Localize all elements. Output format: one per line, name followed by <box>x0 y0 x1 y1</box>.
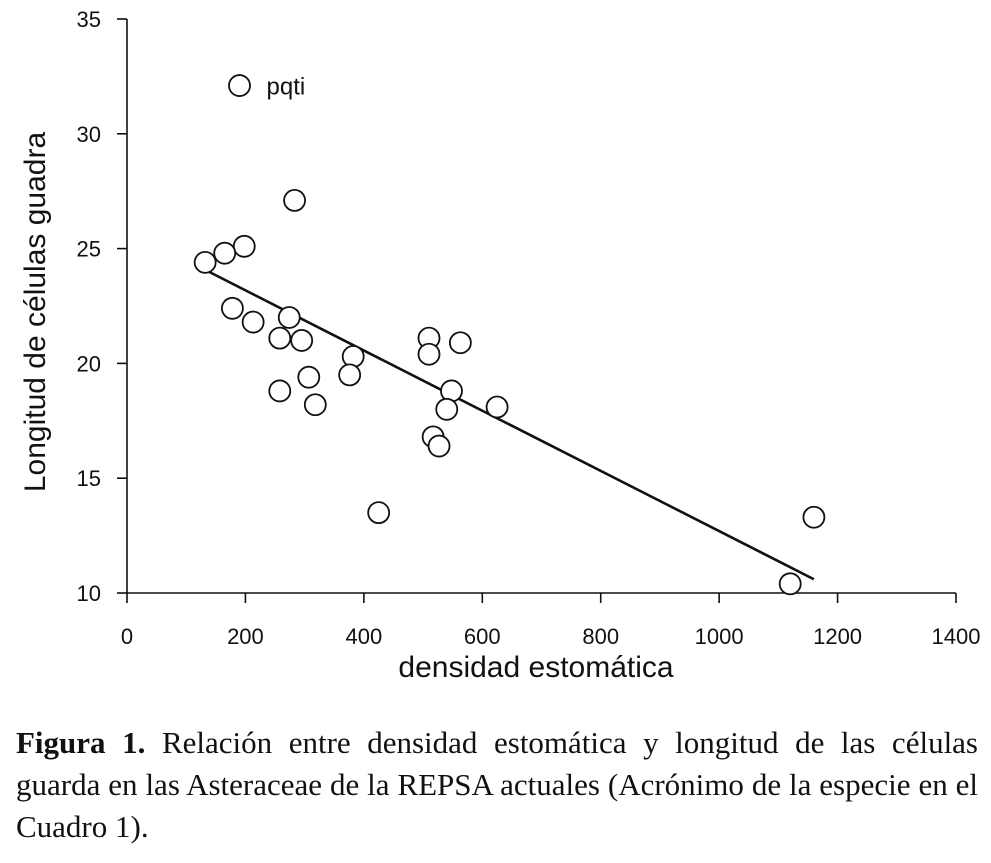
x-tick-label: 800 <box>582 624 619 649</box>
trendline-group <box>203 268 815 581</box>
x-tick-label: 200 <box>227 624 264 649</box>
y-axis-title: Longitud de células guadra <box>19 132 52 493</box>
y-tick-label: 15 <box>77 466 101 491</box>
data-point <box>485 395 509 419</box>
y-tick-label: 20 <box>77 351 101 376</box>
trendline <box>203 268 815 581</box>
scatter-chart: 10 15 20 25 30 35 0 200 400 600 800 1000 1200 1400 pq… <box>19 7 981 684</box>
data-point <box>303 393 327 417</box>
data-point <box>297 365 321 389</box>
y-tick-label: 10 <box>77 581 101 606</box>
x-tick-label: 1400 <box>932 624 981 649</box>
x-tick-label: 400 <box>345 624 382 649</box>
data-point <box>367 501 391 525</box>
data-point <box>268 326 292 350</box>
x-tick-label: 600 <box>464 624 501 649</box>
caption-text: Relación entre densidad estomática y lon… <box>16 725 978 844</box>
data-point <box>448 331 472 355</box>
data-point <box>427 434 451 458</box>
data-point <box>283 188 306 212</box>
data-point <box>778 572 802 596</box>
y-tick-label: 35 <box>77 7 101 32</box>
data-point <box>341 345 365 368</box>
data-point <box>290 329 314 352</box>
data-points: pqti <box>193 74 826 596</box>
data-point <box>232 234 256 258</box>
data-point <box>338 363 362 387</box>
x-axis-title: densidad estomática <box>398 651 673 684</box>
x-tick-label: 1000 <box>695 624 744 649</box>
data-point <box>193 250 217 274</box>
data-point <box>417 342 441 366</box>
point-annotation: pqti <box>267 74 306 101</box>
data-point <box>221 296 244 320</box>
axes: 10 15 20 25 30 35 0 200 400 600 800 1000 1200 1400 <box>77 7 981 649</box>
data-point <box>241 310 265 334</box>
y-tick-label: 25 <box>77 237 101 262</box>
data-point <box>268 379 292 403</box>
figure-caption: Figura 1. Relación entre densidad estomá… <box>16 722 978 848</box>
data-point <box>802 505 826 529</box>
data-point <box>228 74 251 97</box>
y-tick-label: 30 <box>77 122 101 147</box>
data-point <box>277 306 301 329</box>
x-tick-label: 1200 <box>813 624 862 649</box>
data-point <box>435 397 459 421</box>
caption-label: Figura 1. <box>16 725 146 760</box>
x-tick-label: 0 <box>121 624 133 649</box>
data-point <box>213 241 237 265</box>
